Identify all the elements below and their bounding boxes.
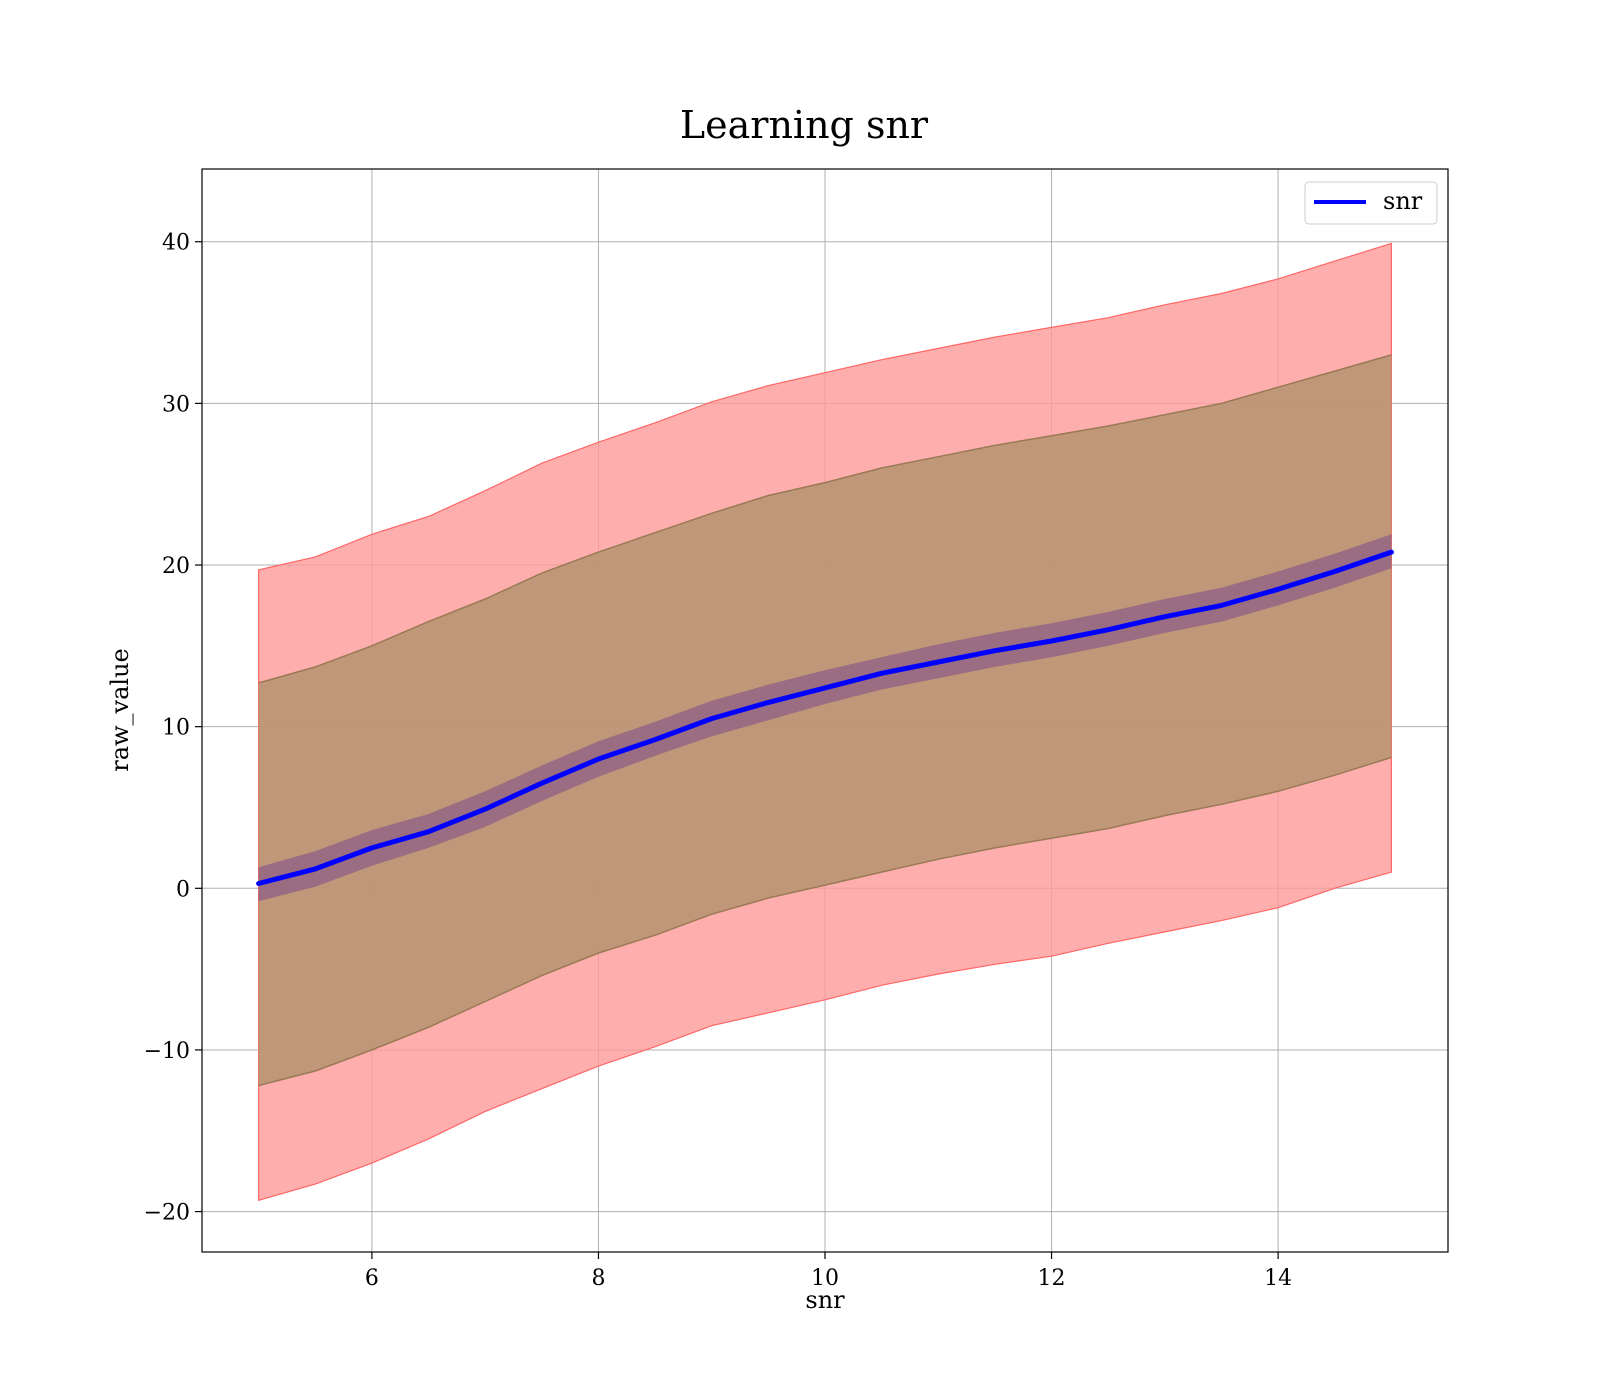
confidence-bands — [258, 242, 1392, 1202]
x-tick-label: 14 — [1264, 1266, 1292, 1291]
y-tick-label: 30 — [162, 392, 190, 417]
x-tick-label: 12 — [1038, 1266, 1066, 1291]
x-axis-ticks: 6 8 10 12 14 — [365, 1252, 1292, 1291]
y-tick-label: 20 — [162, 554, 190, 579]
y-tick-label: −10 — [144, 1039, 190, 1064]
series-lines — [256, 549, 1394, 886]
x-tick-label: 8 — [591, 1266, 605, 1291]
inner-band — [258, 534, 1392, 902]
legend-label: snr — [1383, 187, 1423, 215]
x-axis-label: snr — [805, 1286, 845, 1314]
legend: snr — [1304, 181, 1438, 225]
middle-band — [258, 354, 1392, 1086]
y-tick-label: 10 — [162, 716, 190, 741]
y-tick-label: 40 — [162, 231, 190, 256]
series-line-snr — [256, 549, 1394, 886]
x-tick-label: 6 — [365, 1266, 379, 1291]
y-axis-label: raw_value — [106, 648, 134, 772]
middle-band-upper-edge — [258, 354, 1392, 684]
legend-box — [1304, 181, 1438, 225]
x-tick-label: 10 — [811, 1266, 839, 1291]
y-tick-label: −20 — [144, 1201, 190, 1226]
middle-band-lower-edge — [258, 756, 1392, 1087]
y-axis-ticks: −20 −10 0 10 20 30 40 — [144, 231, 202, 1226]
chart-title: Learning snr — [680, 103, 929, 147]
y-tick-label: 0 — [176, 877, 190, 902]
